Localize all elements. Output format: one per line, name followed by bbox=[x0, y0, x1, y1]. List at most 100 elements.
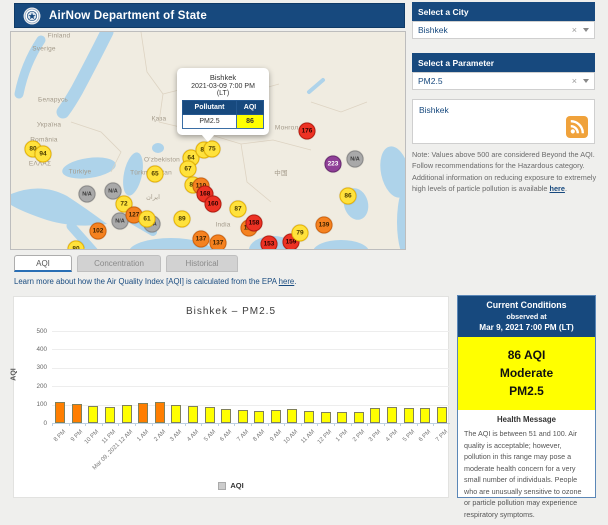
chart-y-tick: 100 bbox=[14, 401, 47, 408]
chart-x-tick bbox=[433, 423, 434, 426]
aqi-marker[interactable]: 139 bbox=[316, 217, 333, 234]
map-region-label: ایران bbox=[146, 193, 160, 201]
chart-x-tick bbox=[317, 423, 318, 426]
aqi-bar[interactable] bbox=[337, 412, 347, 423]
chart-x-label: 10 PM bbox=[84, 429, 101, 446]
city-select[interactable]: Bishkek × bbox=[412, 21, 595, 39]
aqi-note: Note: Values above 500 are considered Be… bbox=[412, 149, 598, 194]
chart-x-label: 3 PM bbox=[368, 429, 382, 443]
chart-x-label: 4 PM bbox=[385, 429, 399, 443]
select-city-header: Select a City bbox=[412, 2, 595, 21]
aqi-marker[interactable]: 94 bbox=[35, 146, 52, 163]
aqi-bar[interactable] bbox=[238, 410, 248, 423]
map-popup: Bishkek 2021-03-09 7:00 PM (LT) Pollutan… bbox=[177, 68, 269, 135]
conditions-observed-at: observed at bbox=[460, 312, 593, 321]
popup-timezone: (LT) bbox=[182, 90, 264, 97]
aqi-bar[interactable] bbox=[321, 412, 331, 423]
map-region-label: Sverige bbox=[32, 46, 55, 53]
chart-x-label: 10 AM bbox=[283, 429, 299, 445]
chart-x-label: 8 AM bbox=[253, 429, 267, 443]
chart-y-tick: 200 bbox=[14, 383, 47, 390]
rss-city-label: Bishkek bbox=[419, 105, 588, 115]
aqi-marker[interactable]: 153 bbox=[261, 236, 278, 251]
chart-gridline bbox=[52, 368, 450, 369]
map-region-label: Україна bbox=[37, 122, 61, 129]
chart-y-tick: 500 bbox=[14, 328, 47, 335]
aqi-bar[interactable] bbox=[370, 408, 380, 423]
map-region-label: Türkiye bbox=[69, 169, 92, 176]
tab-aqi[interactable]: AQI bbox=[14, 255, 72, 272]
aqi-bar[interactable] bbox=[72, 404, 82, 423]
aqi-bar[interactable] bbox=[171, 405, 181, 423]
aqi-marker[interactable]: N/A bbox=[347, 151, 364, 168]
aqi-marker[interactable]: 65 bbox=[147, 166, 164, 183]
chevron-down-icon[interactable] bbox=[583, 28, 589, 32]
health-message-block: Health Message The AQI is between 51 and… bbox=[458, 410, 595, 525]
aqi-marker[interactable]: 61 bbox=[139, 211, 156, 228]
parameter-select-value: PM2.5 bbox=[418, 76, 443, 86]
aqi-bar[interactable] bbox=[55, 402, 65, 423]
aqi-marker[interactable]: 158 bbox=[246, 215, 263, 232]
aqi-marker[interactable]: 86 bbox=[340, 188, 357, 205]
aqi-bar[interactable] bbox=[105, 407, 115, 423]
aqi-bar[interactable] bbox=[420, 408, 430, 423]
aqi-marker[interactable]: 75 bbox=[204, 141, 221, 158]
rss-icon[interactable] bbox=[566, 116, 588, 138]
chart-x-tick bbox=[69, 423, 70, 426]
aqi-bar[interactable] bbox=[188, 406, 198, 423]
app-header: AirNow Department of State bbox=[14, 3, 405, 28]
aqi-bar[interactable] bbox=[205, 407, 215, 423]
popup-table: Pollutant AQI PM2.5 86 bbox=[182, 100, 264, 129]
health-message-title: Health Message bbox=[464, 415, 589, 424]
conditions-aqi-pollutant: PM2.5 bbox=[460, 382, 593, 400]
chart-x-tick bbox=[52, 423, 53, 426]
popup-col-pollutant: Pollutant bbox=[183, 101, 237, 115]
aqi-bar[interactable] bbox=[287, 409, 297, 423]
chart-x-label: 8 PM bbox=[53, 429, 67, 443]
chart-x-tick bbox=[185, 423, 186, 426]
aqi-bar[interactable] bbox=[387, 407, 397, 423]
aqi-marker[interactable]: 137 bbox=[193, 231, 210, 248]
aqi-bar[interactable] bbox=[437, 407, 447, 423]
aqi-marker[interactable]: 87 bbox=[230, 201, 247, 218]
aqi-bar[interactable] bbox=[254, 411, 264, 423]
aqi-marker[interactable]: N/A bbox=[79, 186, 96, 203]
aqi-marker[interactable]: 137 bbox=[210, 235, 227, 251]
aqi-bar[interactable] bbox=[271, 410, 281, 423]
tab-historical[interactable]: Historical bbox=[166, 255, 238, 272]
clear-city-icon[interactable]: × bbox=[572, 25, 577, 35]
learn-more-suffix: . bbox=[294, 277, 296, 286]
aqi-bar[interactable] bbox=[354, 412, 364, 423]
aqi-bar[interactable] bbox=[122, 405, 132, 423]
aqi-marker[interactable]: 160 bbox=[205, 196, 222, 213]
clear-parameter-icon[interactable]: × bbox=[572, 76, 577, 86]
aqi-marker[interactable]: 67 bbox=[180, 161, 197, 178]
tab-concentration[interactable]: Concentration bbox=[77, 255, 161, 272]
aqi-marker[interactable]: 223 bbox=[325, 156, 342, 173]
parameter-select[interactable]: PM2.5 × bbox=[412, 72, 595, 90]
conditions-header: Current Conditions observed at Mar 9, 20… bbox=[458, 296, 595, 337]
aqi-marker[interactable]: 89 bbox=[174, 211, 191, 228]
aqi-bar[interactable] bbox=[155, 402, 165, 423]
aqi-bar[interactable] bbox=[404, 408, 414, 423]
aqi-bar[interactable] bbox=[138, 403, 148, 423]
popup-datetime: 2021-03-09 7:00 PM bbox=[182, 83, 264, 90]
health-message-text: The AQI is between 51 and 100. Air quali… bbox=[464, 428, 589, 520]
chart-x-tick bbox=[334, 423, 335, 426]
aqi-chart-panel: Bishkek – PM2.5 AQI 01002003004005008 PM… bbox=[13, 296, 449, 498]
aqi-marker[interactable]: 80 bbox=[68, 241, 85, 251]
aqi-bar[interactable] bbox=[221, 409, 231, 423]
aqi-marker[interactable]: 79 bbox=[292, 225, 309, 242]
aqi-marker[interactable]: 176 bbox=[299, 123, 316, 140]
aqi-marker[interactable]: 102 bbox=[90, 223, 107, 240]
aqi-bar[interactable] bbox=[88, 406, 98, 423]
legend-label: AQI bbox=[230, 481, 243, 490]
epa-link[interactable]: here bbox=[279, 277, 295, 286]
chart-x-label: 6 AM bbox=[219, 429, 233, 443]
aqi-bar[interactable] bbox=[304, 411, 314, 423]
note-here-link[interactable]: here bbox=[550, 184, 565, 193]
popup-col-aqi: AQI bbox=[237, 101, 264, 115]
chevron-down-icon[interactable] bbox=[583, 79, 589, 83]
chart-x-label: 3 AM bbox=[170, 429, 184, 443]
